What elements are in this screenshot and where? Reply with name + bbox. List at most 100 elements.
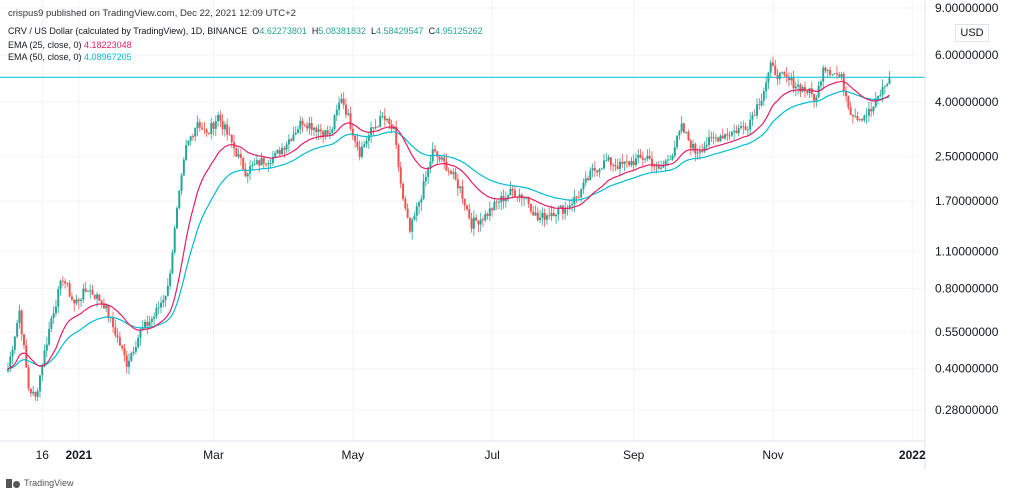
candle-body [454, 172, 457, 180]
candle-body [32, 391, 35, 394]
candle-body [422, 181, 425, 199]
price-axis: 9.00000000 6.00000000 4.00000000 2.50000000… [935, 1, 999, 417]
candle-body [338, 102, 341, 110]
candle-body [548, 215, 551, 217]
price-tick-label: 0.28000000 [935, 403, 999, 417]
candle-body [317, 129, 320, 132]
candle-body [520, 194, 523, 199]
candle-body [797, 84, 800, 87]
candle-body [705, 144, 708, 147]
candle-body [141, 327, 144, 330]
candle-body [787, 77, 790, 81]
candle-body [591, 168, 594, 171]
candle-body [484, 213, 487, 221]
symbol-legend[interactable]: CRV / US Dollar (calculated by TradingVi… [8, 26, 483, 36]
candle-body [148, 321, 151, 326]
ema25-legend[interactable]: EMA (25, close, 0) 4.18223048 [8, 40, 132, 50]
candle-body [783, 72, 786, 75]
candle-body [493, 201, 496, 211]
candle-body [162, 300, 165, 303]
price-tick-label: 6.00000000 [935, 48, 999, 62]
candle-body [128, 360, 131, 367]
candle-body [717, 137, 720, 142]
candle-body [607, 157, 610, 161]
candle-body [287, 139, 290, 145]
candle-body [182, 159, 185, 176]
candle-body [219, 114, 222, 121]
candle-body [696, 152, 699, 154]
candle-body [114, 327, 117, 336]
candle-body [139, 329, 142, 338]
candle-body [91, 290, 94, 295]
candle-body [144, 321, 147, 328]
ema50-label: EMA (50, close, 0) [8, 52, 82, 62]
candle-body [678, 131, 681, 136]
candle-body [724, 134, 727, 139]
price-tick-label: 2.50000000 [935, 149, 999, 163]
candle-body [771, 62, 774, 66]
candle-body [351, 128, 354, 136]
price-tick-label: 0.40000000 [935, 362, 999, 376]
candle-body [561, 205, 564, 214]
candle-body [319, 129, 322, 132]
candle-body [527, 197, 530, 204]
candle-body [596, 170, 599, 173]
candle-body [753, 115, 756, 117]
candle-body [89, 290, 92, 292]
candle-body [251, 164, 254, 167]
candle-body [86, 291, 89, 293]
currency-badge[interactable]: USD [955, 24, 989, 42]
candle-body [712, 137, 715, 139]
candle-body [427, 167, 430, 177]
candle-body [692, 143, 695, 149]
candle-body [605, 160, 608, 162]
candle-body [342, 98, 345, 105]
candle-body [93, 294, 96, 299]
candle-body [879, 95, 882, 97]
candle-body [689, 140, 692, 149]
candle-body [379, 116, 382, 128]
candle-body [730, 131, 733, 136]
candle-body [207, 132, 210, 134]
candle-body [367, 135, 370, 141]
candle-body [260, 157, 263, 166]
candle-body [749, 119, 752, 130]
candle-body [335, 109, 338, 116]
candle-body [888, 77, 891, 84]
candle-body [112, 317, 115, 328]
candle-body [815, 97, 818, 101]
candle-body [349, 113, 352, 129]
candle-body [559, 205, 562, 208]
ema50-line [7, 90, 890, 370]
candle-body [751, 115, 754, 120]
candle-body [694, 143, 697, 154]
candle-body [344, 104, 347, 115]
candle-body [509, 188, 512, 196]
candle-body [116, 335, 119, 338]
candle-body [105, 305, 108, 309]
candle-body [125, 355, 128, 367]
candle-body [29, 388, 32, 394]
candle-body [20, 310, 23, 335]
candle-body [214, 121, 217, 129]
candle-body [66, 283, 69, 285]
candle-body [826, 70, 829, 71]
candle-body [70, 296, 73, 300]
candle-body [265, 163, 268, 165]
candle-body [539, 217, 542, 220]
candle-body [632, 161, 635, 166]
candle-body [13, 336, 16, 350]
candle-body [870, 109, 873, 112]
candle-body [698, 151, 701, 153]
grid-lines [0, 0, 925, 441]
candle-body [673, 147, 676, 156]
candle-body [196, 122, 199, 128]
candle-body [708, 137, 711, 145]
candle-body [27, 367, 30, 389]
ema50-legend[interactable]: EMA (50, close, 0) 4.08967205 [8, 52, 132, 62]
candle-body [228, 134, 231, 136]
candle-body [191, 136, 194, 138]
tradingview-footer[interactable]: TradingView [6, 478, 74, 488]
candle-body [803, 87, 806, 91]
